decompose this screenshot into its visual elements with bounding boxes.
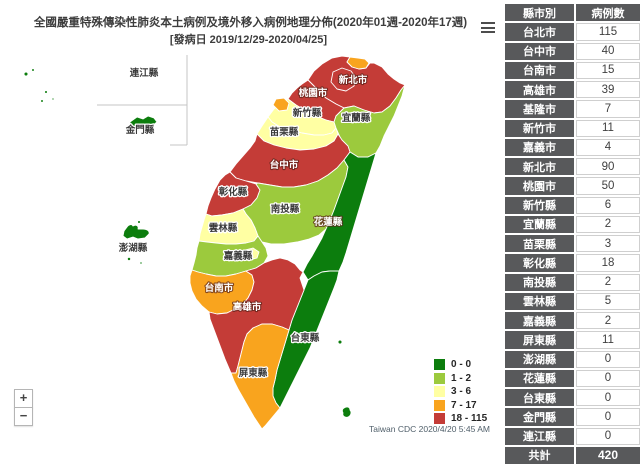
- table-row[interactable]: 新竹市 11: [505, 119, 640, 137]
- region-penghu-islet[interactable]: [137, 220, 141, 224]
- legend-label: 0 - 0: [451, 359, 472, 370]
- county-labels: 連江縣 金門縣 澎湖縣 新北市 桃園市 新竹縣 宜蘭縣 苗栗縣 台中市 彰化縣 …: [117, 66, 372, 381]
- menu-icon[interactable]: [481, 22, 495, 34]
- legend-item[interactable]: 1 - 2: [434, 372, 487, 385]
- map-legend: 0 - 0 1 - 2 3 - 6 7 - 17 18 - 115: [434, 358, 487, 426]
- map-label-hualien: 花蓮縣: [314, 216, 343, 228]
- legend-swatch-lightgreen: [434, 372, 445, 384]
- map-label-taitung: 台東縣: [291, 332, 320, 344]
- legend-label: 7 - 17: [451, 399, 477, 411]
- table-header-row: 縣市別 病例數: [505, 4, 640, 22]
- region-kinmen[interactable]: [129, 115, 158, 132]
- legend-item[interactable]: 0 - 0: [434, 358, 487, 371]
- legend-swatch-darkgreen: [434, 359, 445, 370]
- table-row[interactable]: 桃園市 50: [505, 177, 640, 195]
- table-total-row: 共計 420: [505, 446, 640, 464]
- map-label-kinmen: 金門縣: [125, 124, 155, 136]
- map-label-changhua: 彰化縣: [219, 186, 248, 198]
- page-title: 全國嚴重特殊傳染性肺炎本土病例及境外移入病例地理分佈(2020年01週-2020…: [33, 17, 468, 29]
- total-value: 420: [576, 446, 640, 464]
- map-label-tainan: 台南市: [205, 282, 234, 294]
- county-regions: [23, 55, 406, 430]
- attribution-text: Taiwan CDC 2020/4/20 5:45 AM: [369, 424, 490, 434]
- column-header-county: 縣市別: [505, 4, 574, 22]
- legend-label: 3 - 6: [451, 386, 472, 397]
- region-kaohsiung[interactable]: [208, 257, 305, 374]
- table-row[interactable]: 嘉義市 4: [505, 138, 640, 156]
- map-label-kaohsiung: 高雄市: [233, 301, 262, 313]
- table-row[interactable]: 金門縣 0: [505, 408, 640, 426]
- region-penghu-islet[interactable]: [139, 261, 143, 265]
- region-keelung[interactable]: [346, 56, 370, 70]
- table-row[interactable]: 連江縣 0: [505, 427, 640, 445]
- region-pingtung[interactable]: [230, 323, 290, 430]
- table-row[interactable]: 台中市 40: [505, 42, 640, 60]
- table-row[interactable]: 嘉義縣 2: [505, 312, 640, 330]
- region-lienchiang-islet[interactable]: [31, 68, 35, 72]
- map-label-nantou: 南投縣: [271, 203, 300, 215]
- region-chiayi-city[interactable]: [242, 247, 260, 261]
- table-row[interactable]: 新竹縣 6: [505, 196, 640, 214]
- region-lienchiang-islet[interactable]: [44, 90, 48, 94]
- zoom-in-button[interactable]: +: [14, 389, 33, 408]
- total-label: 共計: [505, 446, 574, 464]
- page-subtitle: [發病日 2019/12/29-2020/04/25]: [169, 34, 328, 46]
- map-label-taoyuan: 桃園市: [299, 87, 328, 99]
- table-row[interactable]: 花蓮縣 0: [505, 369, 640, 387]
- map-label-yilan: 宜蘭縣: [342, 112, 371, 124]
- column-header-cases: 病例數: [576, 4, 640, 22]
- map-label-lienchiang: 連江縣: [130, 67, 159, 79]
- table-row[interactable]: 高雄市 39: [505, 81, 640, 99]
- zoom-controls: + −: [14, 389, 33, 426]
- region-lienchiang-islet[interactable]: [23, 71, 29, 77]
- legend-label: 1 - 2: [451, 372, 472, 384]
- table-row[interactable]: 屏東縣 11: [505, 331, 640, 349]
- table-row[interactable]: 雲林縣 5: [505, 292, 640, 310]
- map-label-penghu: 澎湖縣: [119, 242, 148, 254]
- region-lienchiang-islet[interactable]: [40, 99, 44, 103]
- table-row[interactable]: 宜蘭縣 2: [505, 215, 640, 233]
- table-row[interactable]: 彰化縣 18: [505, 254, 640, 272]
- region-orchid-island[interactable]: [341, 406, 352, 418]
- legend-item[interactable]: 3 - 6: [434, 385, 487, 398]
- region-penghu[interactable]: [122, 224, 150, 240]
- map-label-hsinchu-county: 新竹縣: [293, 107, 322, 119]
- zoom-out-button[interactable]: −: [14, 407, 33, 426]
- taiwan-choropleth-map: 連江縣 金門縣 澎湖縣 新北市 桃園市 新竹縣 宜蘭縣 苗栗縣 台中市 彰化縣 …: [23, 55, 406, 430]
- table-row[interactable]: 台東縣 0: [505, 389, 640, 407]
- legend-swatch-orange: [434, 399, 445, 411]
- map-label-new-taipei: 新北市: [339, 74, 368, 86]
- legend-label: 18 - 115: [451, 413, 488, 424]
- case-table-panel: 縣市別 病例數 台北市 115 台中市 40 台南市 15 高雄市 39 基隆市 7 新竹…: [497, 0, 644, 474]
- map-label-taichung: 台中市: [270, 159, 299, 171]
- map-label-yunlin: 雲林縣: [209, 222, 238, 234]
- legend-swatch-yellow: [434, 386, 445, 397]
- table-row[interactable]: 台南市 15: [505, 61, 640, 79]
- region-taipei-city[interactable]: [330, 67, 357, 92]
- region-penghu-islet[interactable]: [126, 256, 132, 262]
- table-row[interactable]: 南投縣 2: [505, 273, 640, 291]
- table-row[interactable]: 苗栗縣 3: [505, 235, 640, 253]
- map-label-miaoli: 苗栗縣: [270, 126, 299, 138]
- legend-swatch-red: [434, 413, 445, 424]
- legend-item[interactable]: 18 - 115: [434, 412, 487, 425]
- table-row[interactable]: 新北市 90: [505, 158, 640, 176]
- map-panel: 全國嚴重特殊傳染性肺炎本土病例及境外移入病例地理分佈(2020年01週-2020…: [14, 17, 495, 434]
- case-count-table: 縣市別 病例數 台北市 115 台中市 40 台南市 15 高雄市 39 基隆市 7 新竹…: [503, 2, 642, 466]
- region-yilan[interactable]: [333, 84, 406, 158]
- map-label-pingtung: 屏東縣: [239, 367, 268, 379]
- legend-item[interactable]: 7 - 17: [434, 399, 487, 412]
- region-lienchiang-islet[interactable]: [51, 97, 55, 101]
- table-row[interactable]: 澎湖縣 0: [505, 350, 640, 368]
- region-hsinchu-city[interactable]: [272, 97, 290, 112]
- region-green-island[interactable]: [337, 339, 343, 345]
- map-label-chiayi-county: 嘉義縣: [223, 250, 253, 262]
- table-row[interactable]: 台北市 115: [505, 23, 640, 41]
- table-row[interactable]: 基隆市 7: [505, 100, 640, 118]
